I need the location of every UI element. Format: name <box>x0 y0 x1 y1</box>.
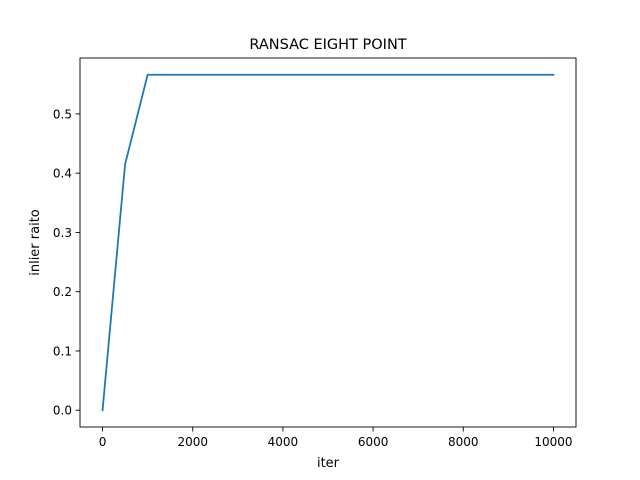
y-tick-label: 0.2 <box>53 285 72 299</box>
x-axis-ticks: 0 2000 4000 6000 8000 10000 <box>99 427 573 449</box>
plot-frame <box>79 57 577 428</box>
series-line-0 <box>101 73 555 412</box>
x-tick-label: 2000 <box>177 435 208 449</box>
series-layer <box>101 73 555 412</box>
chart-title: RANSAC EIGHT POINT <box>249 37 406 53</box>
y-axis-label: inlier raito <box>28 209 43 276</box>
y-axis-ticks: 0.0 0.1 0.2 0.3 0.4 0.5 <box>53 107 80 418</box>
y-tick-label: 0.3 <box>53 226 72 240</box>
x-tick-label: 4000 <box>268 435 299 449</box>
x-axis-label: iter <box>317 456 340 471</box>
y-tick-label: 0.5 <box>53 107 72 121</box>
x-tick-label: 6000 <box>358 435 389 449</box>
y-tick-label: 0.0 <box>53 404 72 418</box>
x-tick-label: 0 <box>99 435 107 449</box>
x-tick-label: 8000 <box>448 435 479 449</box>
x-tick-label: 10000 <box>534 435 572 449</box>
y-tick-label: 0.4 <box>53 167 72 181</box>
y-tick-label: 0.1 <box>53 344 72 358</box>
